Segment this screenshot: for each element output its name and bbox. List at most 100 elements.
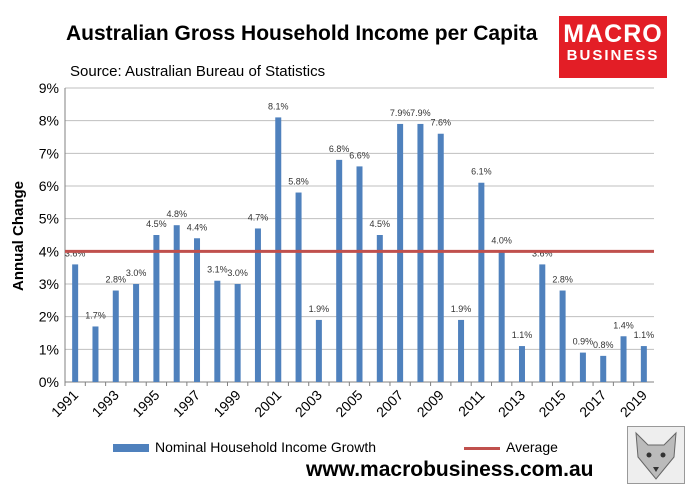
bar — [254, 228, 261, 382]
bar — [376, 235, 383, 382]
x-tick-label: 2007 — [373, 387, 406, 420]
bar-chart: 3.6%1.7%2.8%3.0%4.5%4.8%4.4%3.1% 3.0%4.7%… — [10, 80, 654, 420]
data-label: 1.7% — [85, 310, 106, 320]
bar — [194, 238, 201, 382]
y-tick-label: 9% — [39, 80, 59, 96]
data-label: 2.8% — [106, 275, 127, 285]
bar — [356, 166, 363, 382]
bar — [539, 264, 546, 382]
y-tick-label: 6% — [39, 178, 59, 194]
data-label: 7.9% — [390, 108, 411, 118]
x-tick-label: 1993 — [89, 387, 122, 420]
data-labels: 3.6%1.7%2.8%3.0%4.5%4.8%4.4%3.1% 3.0%4.7%… — [65, 101, 654, 349]
x-tick-label: 2009 — [414, 387, 447, 420]
bar — [498, 251, 505, 382]
data-label: 1.9% — [309, 304, 330, 314]
x-tick-label: 1999 — [210, 387, 243, 420]
website-url: www.macrobusiness.com.au — [306, 458, 594, 481]
y-tick-label: 4% — [39, 243, 59, 259]
bar — [234, 284, 241, 382]
logo-line-1: MACRO — [563, 20, 663, 48]
bar — [478, 182, 485, 382]
bar — [397, 123, 404, 382]
y-tick-label: 3% — [39, 276, 59, 292]
x-tick-label: 2013 — [495, 387, 528, 420]
data-label: 0.9% — [573, 337, 594, 347]
data-label: 3.6% — [532, 248, 553, 258]
wolf-logo-image — [627, 426, 685, 484]
bar — [600, 355, 607, 382]
data-label: 7.6% — [430, 118, 451, 128]
data-label: 1.9% — [451, 304, 472, 314]
x-tick-label: 2017 — [576, 387, 609, 420]
legend-item-average: Average — [464, 439, 558, 455]
bar — [133, 284, 140, 382]
bar — [173, 225, 180, 382]
data-label: 8.1% — [268, 101, 289, 111]
bar — [72, 264, 79, 382]
macrobusiness-logo: MACRO BUSINESS — [559, 16, 667, 78]
y-tick-label: 8% — [39, 113, 59, 129]
data-label: 0.8% — [593, 340, 614, 350]
y-tick-labels: 0% 1% 2% 3% 4% 5% 6% 7% 8% 9% — [39, 80, 59, 390]
data-label: 2.8% — [552, 275, 573, 285]
data-label: 5.8% — [288, 177, 309, 187]
bar — [518, 346, 525, 382]
x-tick-label: 1997 — [170, 387, 203, 420]
legend-item-income: Nominal Household Income Growth — [113, 439, 376, 455]
bar — [417, 123, 424, 382]
bar — [315, 319, 322, 382]
x-tick-label: 2005 — [332, 387, 365, 420]
legend-label-average: Average — [506, 439, 558, 455]
x-tick-label: 1995 — [129, 387, 162, 420]
bar — [153, 235, 160, 382]
y-tick-label: 0% — [39, 374, 59, 390]
bar — [92, 326, 99, 382]
y-tick-label: 1% — [39, 341, 59, 357]
legend-label-income: Nominal Household Income Growth — [155, 439, 376, 455]
bar — [112, 290, 119, 382]
data-label: 6.8% — [329, 144, 350, 154]
bar — [295, 192, 302, 382]
x-tick-labels: 1991 1993 1995 1997 1999 2001 2003 2005 2007 2009… — [48, 387, 650, 420]
y-axis-label: Annual Change — [10, 181, 27, 291]
x-tick-label: 2015 — [535, 387, 568, 420]
y-tick-label: 5% — [39, 211, 59, 227]
data-label: 6.6% — [349, 150, 370, 160]
data-label: 1.4% — [613, 320, 634, 330]
bar — [640, 346, 647, 382]
legend-bar-swatch — [113, 444, 149, 453]
data-label: 4.7% — [248, 212, 269, 222]
bar — [437, 133, 444, 382]
data-label: 3.1% — [207, 265, 228, 275]
data-label: 4.5% — [146, 219, 167, 229]
bar — [214, 280, 221, 382]
chart-title: Australian Gross Household Income per Ca… — [66, 22, 538, 45]
bar — [458, 319, 465, 382]
y-tick-label: 7% — [39, 145, 59, 161]
data-label: 4.4% — [187, 222, 208, 232]
legend-line-swatch — [464, 446, 500, 450]
x-tick-label: 1991 — [48, 387, 81, 420]
x-tick-label: 2019 — [617, 387, 650, 420]
bars — [72, 117, 647, 383]
x-tick-label: 2011 — [455, 387, 488, 420]
data-label: 3.0% — [227, 268, 248, 278]
data-label: 6.1% — [471, 167, 492, 177]
data-label: 1.1% — [634, 330, 655, 340]
data-label: 4.8% — [166, 209, 187, 219]
bar — [336, 159, 343, 382]
x-tick-label: 2003 — [292, 387, 325, 420]
data-label: 7.9% — [410, 108, 431, 118]
bar — [275, 117, 282, 383]
bar — [559, 290, 566, 382]
bar — [579, 352, 586, 382]
data-label: 3.0% — [126, 268, 147, 278]
data-label: 1.1% — [512, 330, 533, 340]
logo-line-2: BUSINESS — [566, 47, 660, 64]
y-tick-label: 2% — [39, 309, 59, 325]
data-label: 3.6% — [65, 248, 86, 258]
data-label: 4.5% — [370, 219, 391, 229]
bar — [620, 336, 627, 382]
data-label: 4.0% — [491, 235, 512, 245]
